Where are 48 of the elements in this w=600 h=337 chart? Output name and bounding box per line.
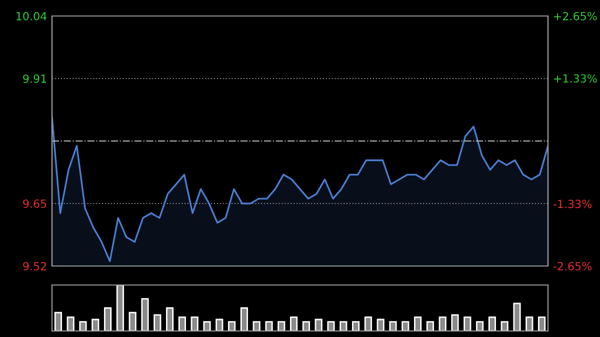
bar	[190, 316, 198, 331]
bar	[252, 321, 260, 331]
bar	[54, 312, 62, 331]
bar	[265, 321, 273, 331]
bar	[526, 316, 534, 331]
y2-tick-label: -1.33%	[553, 200, 592, 208]
bar	[376, 318, 384, 331]
bar	[500, 321, 508, 331]
bar	[278, 321, 286, 331]
bar	[128, 312, 136, 331]
bar	[302, 321, 310, 331]
y2-tick-label: +1.33%	[554, 74, 597, 83]
bar	[314, 318, 322, 331]
bar	[216, 318, 224, 331]
bar	[178, 316, 186, 331]
bar	[476, 321, 484, 331]
bar	[104, 307, 112, 331]
bar	[340, 321, 348, 331]
bar	[290, 316, 298, 331]
bar	[488, 316, 496, 331]
y-tick-label: 9.65	[23, 199, 46, 208]
bar	[92, 318, 100, 331]
bar	[154, 314, 162, 331]
bar	[402, 321, 410, 331]
bar	[389, 321, 397, 331]
y-tick-label: 10.04	[16, 12, 47, 20]
bar	[513, 302, 521, 331]
y-tick-label: 9.91	[23, 74, 46, 83]
y2-tick-label: +2.65%	[554, 12, 597, 20]
bar	[364, 316, 372, 331]
bar	[141, 298, 149, 331]
bar	[203, 321, 211, 331]
y-tick-label: 9.52	[23, 262, 46, 270]
bar	[116, 285, 124, 331]
bar	[414, 316, 422, 331]
bar	[66, 316, 74, 331]
bar	[327, 321, 335, 331]
bar	[166, 307, 174, 331]
bar	[240, 307, 248, 331]
bar	[464, 316, 472, 331]
bar	[426, 321, 434, 331]
bar	[352, 321, 360, 331]
bar	[438, 316, 446, 331]
bar	[228, 321, 236, 331]
y2-tick-label: -2.65%	[553, 262, 592, 270]
bar	[538, 316, 546, 331]
bar	[79, 321, 87, 331]
bar	[451, 314, 459, 331]
